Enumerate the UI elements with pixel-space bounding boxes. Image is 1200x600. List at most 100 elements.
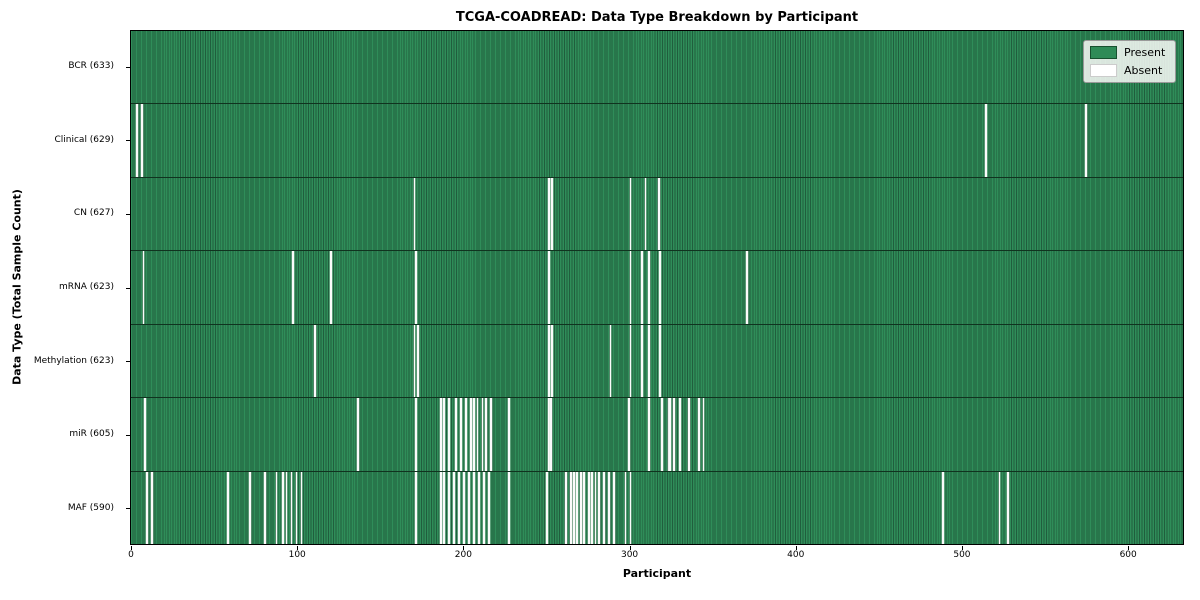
absent-mark	[942, 471, 944, 544]
x-tick-mark	[795, 546, 797, 550]
absent-mark	[473, 398, 476, 471]
y-tick-mark	[126, 140, 130, 142]
y-tick-label: BCR (633)	[68, 61, 114, 72]
absent-mark	[659, 251, 662, 324]
absent-mark	[588, 471, 590, 544]
x-tick-mark	[629, 546, 631, 550]
absent-mark	[248, 471, 251, 544]
absent-mark	[672, 398, 675, 471]
absent-mark	[609, 324, 612, 398]
absent-mark	[313, 324, 316, 398]
absent-mark	[647, 324, 650, 398]
absent-mark	[478, 471, 481, 544]
y-tick-label: CN (627)	[73, 208, 114, 219]
absent-mark	[661, 398, 663, 471]
x-tick-label: 400	[787, 550, 805, 560]
absent-mark	[629, 177, 632, 251]
absent-mark	[330, 251, 333, 324]
legend: Present Absent	[1083, 40, 1176, 83]
y-tick-mark	[126, 361, 130, 363]
absent-mark	[551, 177, 554, 251]
absent-swatch-icon	[1090, 64, 1117, 77]
heatmap-row-Methylation	[131, 323, 1183, 398]
absent-mark	[573, 471, 575, 544]
absent-mark	[470, 398, 472, 471]
y-tick-label: miR (605)	[69, 429, 114, 440]
legend-item-present: Present	[1090, 46, 1169, 59]
absent-mark	[679, 398, 682, 471]
absent-mark	[697, 398, 700, 471]
absent-mark	[145, 471, 148, 544]
absent-mark	[455, 398, 457, 471]
absent-mark	[548, 177, 550, 251]
absent-mark	[413, 177, 416, 251]
absent-mark	[443, 398, 446, 471]
absent-mark	[602, 471, 605, 544]
absent-mark	[295, 471, 298, 544]
absent-mark	[627, 398, 630, 471]
absent-mark	[460, 398, 462, 471]
absent-mark	[448, 398, 451, 471]
y-tick-mark	[126, 213, 130, 215]
absent-mark	[594, 471, 597, 544]
absent-mark	[476, 398, 479, 471]
absent-mark	[508, 471, 511, 544]
absent-mark	[290, 471, 293, 544]
absent-mark	[998, 471, 1001, 544]
absent-mark	[465, 398, 467, 471]
y-axis-label: Data Type (Total Sample Count)	[10, 189, 24, 385]
absent-mark	[440, 471, 442, 544]
y-tick-mark	[126, 434, 130, 436]
absent-mark	[489, 398, 492, 471]
absent-mark	[629, 324, 632, 398]
absent-mark	[415, 251, 417, 324]
absent-mark	[641, 324, 643, 398]
x-tick-mark	[961, 546, 963, 550]
x-tick-label: 600	[1119, 550, 1137, 560]
absent-mark	[657, 177, 660, 251]
legend-item-absent: Absent	[1090, 64, 1169, 77]
absent-mark	[413, 324, 416, 398]
absent-mark	[1006, 471, 1009, 544]
absent-mark	[644, 177, 647, 251]
absent-mark	[745, 251, 748, 324]
absent-mark	[292, 251, 294, 324]
absent-mark	[468, 471, 471, 544]
absent-mark	[659, 324, 662, 398]
absent-mark	[548, 398, 550, 471]
absent-mark	[263, 471, 266, 544]
absent-mark	[612, 471, 615, 544]
absent-mark	[473, 471, 476, 544]
absent-mark	[484, 398, 487, 471]
absent-mark	[591, 471, 594, 544]
plot-area	[130, 30, 1184, 545]
absent-mark	[647, 398, 650, 471]
absent-mark	[481, 398, 484, 471]
y-tick-label: Methylation (623)	[33, 355, 114, 366]
absent-mark	[548, 251, 550, 324]
absent-mark	[1084, 104, 1087, 177]
y-tick-label: mRNA (623)	[59, 282, 114, 292]
y-tick-label: Clinical (629)	[54, 134, 114, 145]
absent-mark	[564, 471, 567, 544]
absent-mark	[300, 471, 303, 544]
legend-label-absent: Absent	[1124, 63, 1163, 77]
absent-mark	[443, 471, 446, 544]
absent-mark	[583, 471, 585, 544]
heatmap-row-MAF	[131, 470, 1183, 544]
y-tick-mark	[126, 287, 130, 289]
absent-mark	[285, 471, 288, 544]
present-swatch-icon	[1090, 46, 1117, 59]
absent-mark	[576, 471, 579, 544]
absent-mark	[463, 471, 466, 544]
heatmap-row-Clinical	[131, 103, 1183, 177]
absent-mark	[150, 471, 153, 544]
absent-mark	[624, 471, 627, 544]
y-tick-labels: BCR (633) Clinical (629) CN (627) mRNA (623…	[0, 0, 124, 600]
x-tick-label: 500	[953, 550, 971, 560]
heatmap-row-miR	[131, 397, 1183, 471]
absent-mark	[546, 471, 549, 544]
absent-mark	[282, 471, 285, 544]
absent-mark	[569, 471, 572, 544]
